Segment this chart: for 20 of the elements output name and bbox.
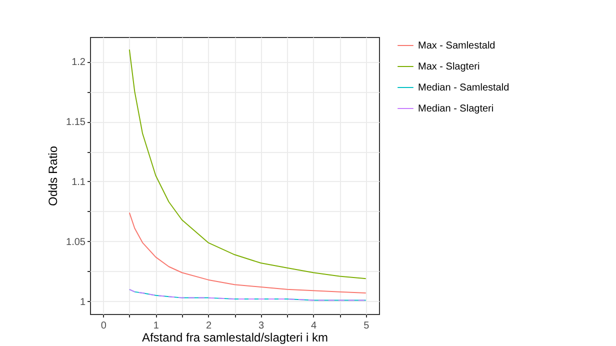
x-tick-label: 3 <box>258 320 264 332</box>
x-tick-label: 5 <box>364 320 370 332</box>
y-tick-label: 1.15 <box>66 117 86 128</box>
x-tick-label: 2 <box>206 320 212 332</box>
line-series <box>128 212 366 294</box>
y-axis-title: Odds Ratio <box>46 146 60 206</box>
y-tick-label: 1.1 <box>72 176 86 188</box>
line-series <box>128 49 366 280</box>
x-axis-title: Afstand fra samlestald/slagteri i km <box>142 330 328 344</box>
y-tick-label: 1.05 <box>66 236 86 248</box>
y-tick-label: 1.2 <box>72 57 86 68</box>
legend-label: Max - Slagteri <box>418 62 480 72</box>
x-tick-label: 1 <box>153 320 160 332</box>
legend-label: Max - Samlestald <box>418 40 496 52</box>
legend-label: Median - Samlestald <box>418 82 510 94</box>
x-tick-label: 0 <box>100 320 107 332</box>
x-tick-label: 4 <box>311 320 318 332</box>
legend-label: Median - Slagteri <box>418 104 494 114</box>
line-series <box>128 288 366 301</box>
y-tick-label: 1 <box>80 296 86 308</box>
